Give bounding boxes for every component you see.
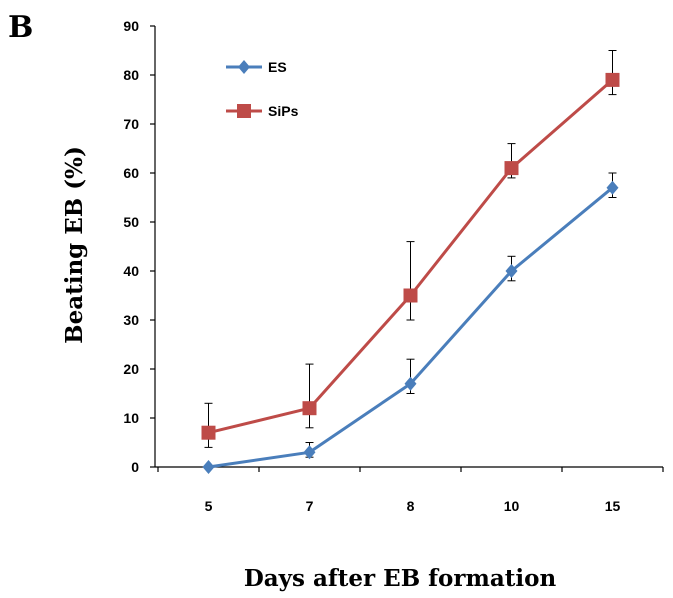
y-tick-label: 40 [123, 263, 139, 279]
sips-point [605, 72, 620, 87]
y-tick-label: 20 [123, 361, 139, 377]
sips-point [302, 401, 317, 416]
x-tick-label: 5 [205, 498, 213, 514]
x-tick-label: 7 [306, 498, 314, 514]
es-legend-label: ES [268, 59, 287, 75]
x-axis-title: Days after EB formation [244, 565, 557, 592]
y-tick-label: 90 [123, 18, 139, 34]
es-point [505, 264, 518, 278]
x-tick-label: 15 [605, 498, 621, 514]
y-tick-label: 60 [123, 165, 139, 181]
es-legend-marker [238, 60, 250, 74]
x-tick-label: 8 [407, 498, 415, 514]
y-tick-label: 70 [123, 116, 139, 132]
es-point [202, 460, 215, 474]
x-tick-label: 10 [504, 498, 520, 514]
y-tick-label: 10 [123, 410, 139, 426]
y-tick-label: 80 [123, 67, 139, 83]
es-series-line [208, 186, 614, 469]
y-tick-label: 50 [123, 214, 139, 230]
es-point [404, 376, 417, 391]
panel-label: B [8, 10, 33, 45]
legend: ES SiPs [226, 59, 299, 119]
y-tick-label: 30 [123, 312, 139, 328]
y-axis-title: Beating EB (%) [61, 146, 88, 344]
y-tick-label: 0 [131, 459, 139, 475]
sips-point [201, 425, 216, 440]
sips-legend-label: SiPs [268, 103, 299, 119]
es-point [303, 445, 316, 460]
sips-legend-marker [237, 104, 251, 118]
sips-point [403, 288, 418, 303]
es-point [606, 180, 619, 195]
plot-area: 0 10 20 30 40 50 60 70 80 90 5 7 8 10 15 [123, 18, 664, 514]
sips-point [504, 161, 519, 176]
